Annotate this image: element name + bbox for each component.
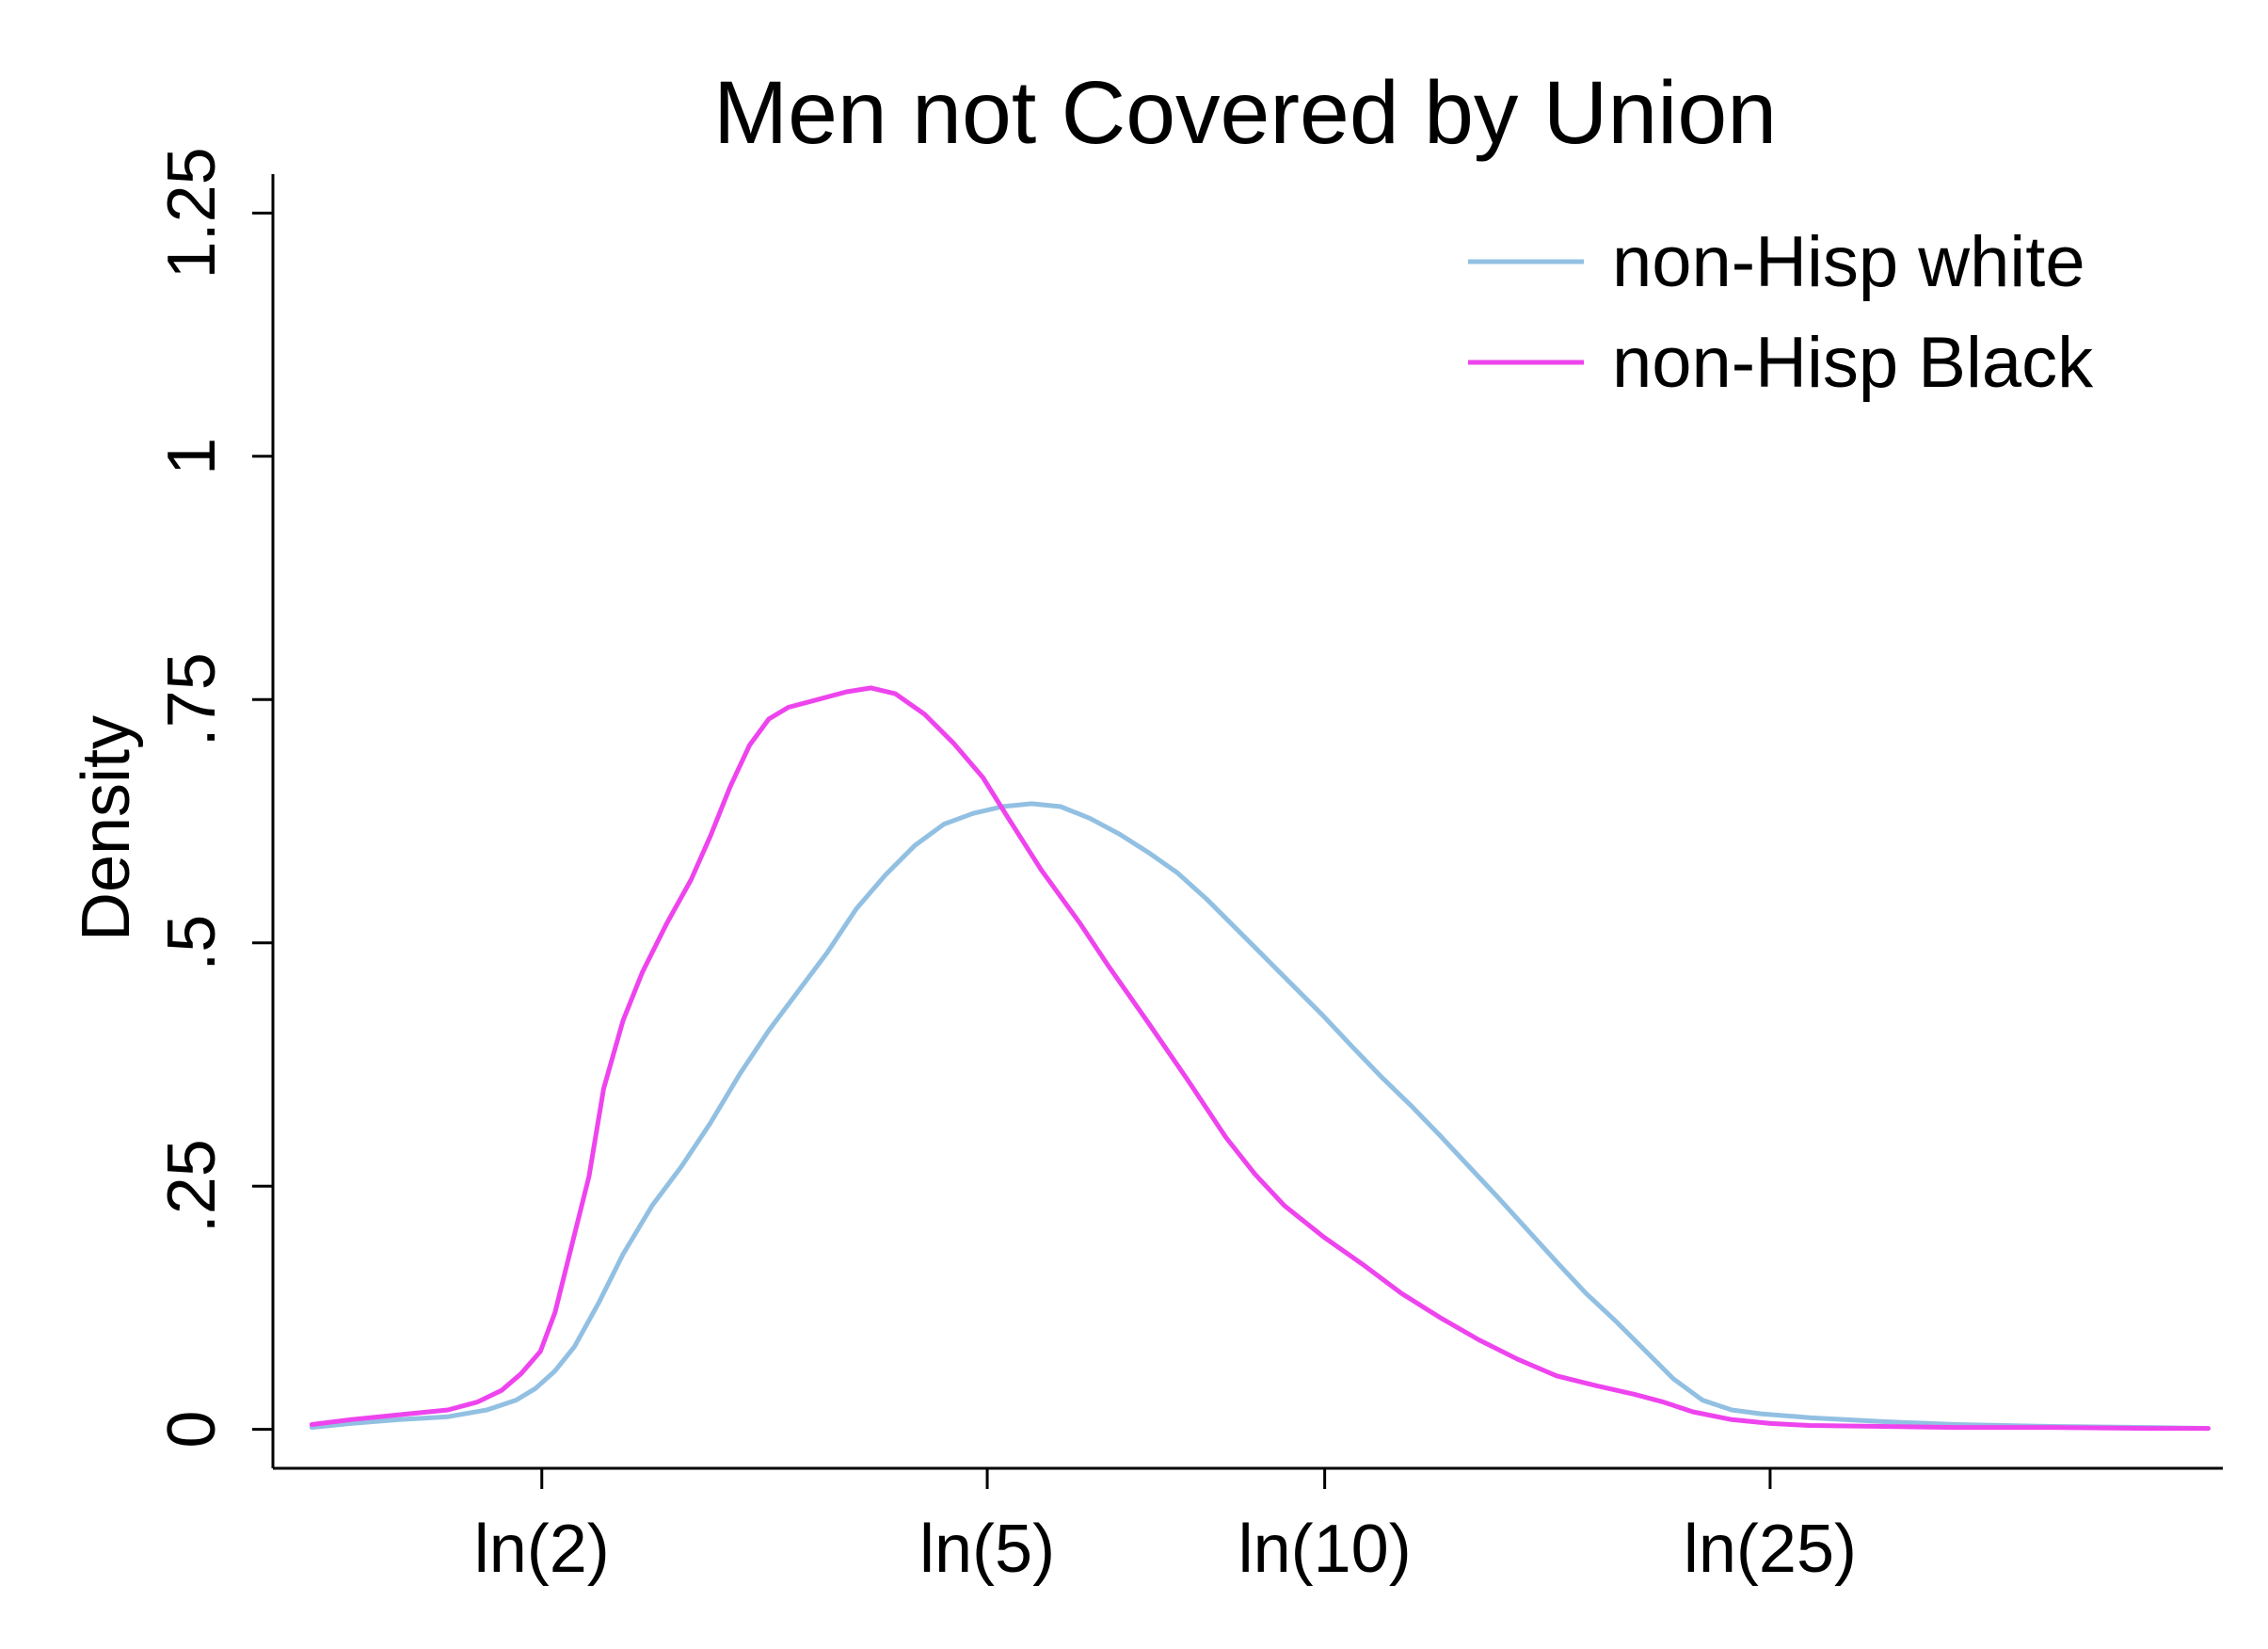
x-axis: ln(2) ln(5) ln(10) ln(25) (273, 1466, 2223, 1587)
chart-title: Men not Covered by Union (713, 63, 1777, 163)
series-line-black (309, 685, 2211, 1432)
legend-label: non-Hisp white (1612, 222, 2085, 302)
y-tick-label: 1.25 (154, 147, 230, 279)
x-tick-label: ln(10) (1238, 1512, 1412, 1587)
series-layer (309, 685, 2211, 1432)
legend: non-Hisp white non-Hisp Black (1468, 222, 2094, 403)
y-axis: 0 .25 .5 .75 1 1.25 (154, 147, 275, 1468)
y-tick-label: .75 (154, 652, 230, 746)
y-tick-label: 1 (154, 438, 230, 475)
x-tick-label: ln(2) (474, 1512, 610, 1587)
y-axis-label: Density (69, 715, 144, 941)
series-line-white (309, 801, 2211, 1432)
y-tick-label: 0 (154, 1411, 230, 1449)
y-tick-label: .25 (154, 1139, 230, 1233)
x-tick-label: ln(5) (919, 1512, 1055, 1587)
y-tick-label: .5 (154, 915, 230, 971)
legend-label: non-Hisp Black (1612, 323, 2094, 403)
x-tick-label: ln(25) (1684, 1512, 1857, 1587)
